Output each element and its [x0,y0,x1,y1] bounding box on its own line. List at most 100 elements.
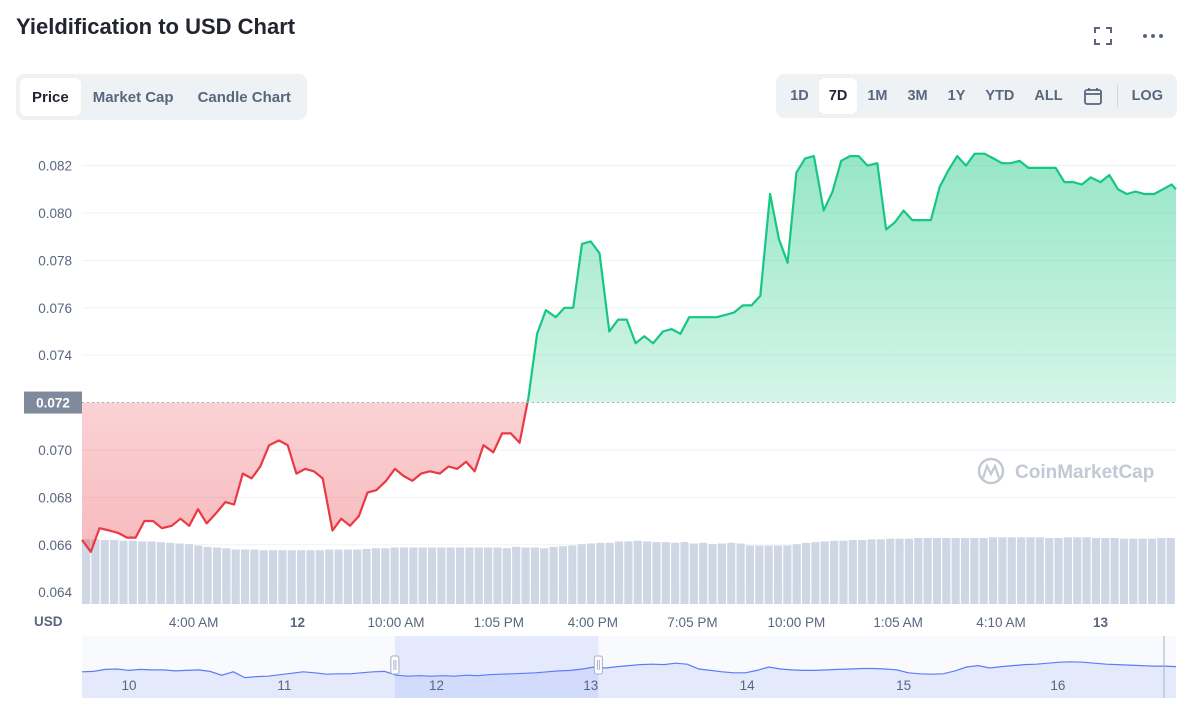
x-tick-label: 4:10 AM [976,615,1026,630]
volume-bar [914,538,923,604]
volume-bar [549,546,558,604]
volume-bar [194,545,203,604]
volume-bar [624,541,633,604]
range-ytd-button[interactable]: YTD [985,88,1015,104]
volume-bar [484,547,493,604]
y-tick-label: 0.066 [38,538,72,553]
volume-bars [82,537,1175,604]
x-tick-label: 10:00 PM [767,615,825,630]
tab-market-cap[interactable]: Market Cap [92,88,174,106]
volume-bar [1054,538,1063,604]
volume-bar [586,543,596,604]
volume-bar [222,548,231,604]
handle-grip [390,655,400,675]
y-tick-label: 0.082 [38,159,72,174]
handle-grip [593,655,603,675]
price-line-down [81,402,529,553]
volume-bar [979,538,988,604]
volume-bar [801,542,811,604]
volume-bar [708,544,717,604]
volume-bar [717,543,726,604]
volume-bar [633,540,642,604]
baseline: 0.072 [24,391,1176,414]
range-divider [1116,85,1118,107]
volume-bar [764,545,773,604]
price-line [81,152,1177,553]
volume-bar [1157,538,1166,604]
volume-bar [960,538,970,604]
volume-bar [661,542,670,604]
more-icon[interactable] [1139,22,1167,50]
price-area [82,153,1176,552]
volume-bar [558,546,568,604]
range-1y-button[interactable]: 1Y [947,88,966,104]
volume-bar [147,541,156,604]
volume-bar [184,544,194,604]
volume-bar [755,545,764,604]
volume-bar [1119,538,1129,604]
log-scale-button[interactable]: LOG [1131,88,1163,104]
x-tick-label: 12 [290,615,305,630]
volume-bar [577,544,586,604]
range-7d-button[interactable]: 7D [818,78,858,114]
navigator-handle-right[interactable] [593,655,603,675]
volume-bar [568,545,577,604]
baseline-label: 0.072 [36,396,70,411]
volume-bar [1017,537,1026,604]
range-all-button[interactable]: ALL [1034,88,1063,104]
volume-bar [381,548,390,604]
price-line-up [526,152,1177,403]
volume-bar [456,547,465,604]
volume-bar [371,548,381,604]
navigator-day-label: 12 [429,678,444,693]
chart-type-tabs: Price Market Cap Candle Chart [16,74,307,120]
volume-bar [175,543,184,604]
volume-bar [1045,538,1054,604]
y-tick-label: 0.078 [38,253,72,268]
calendar-icon[interactable] [1073,78,1113,114]
navigator-day-label: 14 [740,678,756,693]
volume-bar [259,550,268,604]
volume-bar [1147,538,1157,604]
volume-bar [1073,537,1082,604]
volume-bar [998,537,1007,604]
range-3m-button[interactable]: 3M [907,88,928,104]
navigator: 10 11 12 13 14 15 16 [81,636,1177,698]
volume-bar [540,548,549,604]
volume-bar [502,548,511,604]
volume-bar [895,538,904,604]
tab-price[interactable]: Price [20,78,81,116]
volume-bar [390,547,399,604]
y-tick-label: 0.080 [38,206,72,221]
navigator-day-label: 15 [896,678,911,693]
volume-bar [773,545,783,604]
price-area-down [82,402,1176,552]
volume-bar [493,547,502,604]
tab-candle-chart[interactable]: Candle Chart [197,88,291,106]
volume-bar [1082,537,1091,604]
range-1m-button[interactable]: 1M [867,88,888,104]
navigator-handle-left[interactable] [390,655,400,675]
volume-bar [671,542,680,604]
fullscreen-icon[interactable] [1089,22,1117,50]
volume-bar [614,541,624,604]
volume-bar [474,547,483,604]
volume-bar [848,540,857,604]
volume-bar [465,547,474,604]
range-1d-button[interactable]: 1D [790,88,809,104]
volume-bar [437,547,446,604]
volume-bar [1138,538,1147,604]
volume-bar [680,542,689,604]
y-tick-label: 0.074 [38,348,72,363]
volume-bar [876,539,885,604]
volume-bar [166,542,175,604]
volume-bar [82,539,91,604]
volume-bar [689,543,698,604]
volume-bar [100,540,109,604]
navigator-day-label: 10 [122,678,137,693]
volume-bar [250,549,259,604]
volume-bar [783,545,792,604]
volume-bar [1035,537,1044,604]
volume-bar [138,541,147,604]
navigator-day-label: 11 [277,678,291,693]
